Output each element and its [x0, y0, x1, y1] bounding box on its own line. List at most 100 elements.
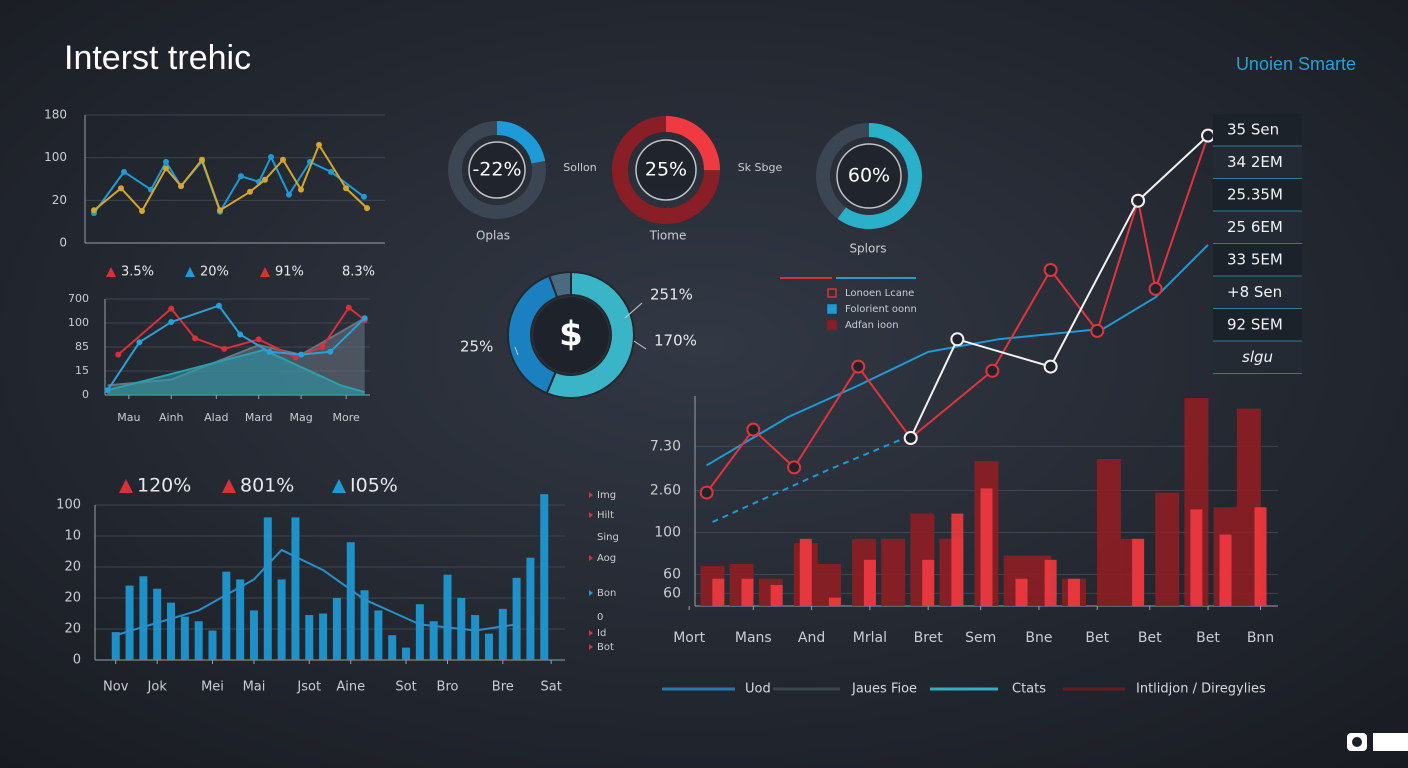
y-tick-label: 20: [64, 591, 81, 606]
point: [118, 185, 124, 192]
bar: [1132, 538, 1145, 606]
x-tick-label: Sem: [965, 630, 996, 646]
y-tick-label: 20: [64, 560, 81, 575]
badge-text: 801%: [240, 475, 294, 497]
badge-triangle: [332, 479, 346, 493]
point: [950, 332, 965, 347]
bar: [922, 559, 935, 606]
x-tick-label: Mag: [289, 411, 312, 424]
y-tick-label: 0: [82, 388, 89, 401]
table-row: [1213, 114, 1302, 146]
legend-label: Ctats: [1012, 682, 1046, 697]
x-tick-label: More: [333, 411, 361, 424]
y-tick-label: 100: [56, 498, 81, 513]
bar: [153, 588, 162, 660]
point: [361, 193, 367, 200]
area-fill: [107, 349, 365, 395]
x-tick-label: Bro: [437, 680, 459, 695]
donut-inner-ring: [468, 141, 526, 199]
series-line: [706, 244, 1209, 467]
legend-label: Intlidjon / Diregylies: [1136, 682, 1266, 697]
bar: [346, 542, 355, 660]
bar: [249, 610, 258, 660]
legend-label: Folorient oonn: [845, 304, 917, 315]
donut-side-label: Sk Sbge: [738, 161, 783, 174]
x-tick-label: Mai: [243, 680, 266, 695]
point: [91, 207, 97, 214]
pie-label: 170%: [654, 332, 697, 350]
point: [851, 359, 866, 374]
bar: [951, 513, 964, 606]
bar: [429, 621, 438, 660]
point: [178, 183, 184, 190]
point: [1131, 193, 1146, 208]
bar: [194, 621, 203, 660]
table-row: [1213, 309, 1302, 341]
pie-segment: [547, 270, 572, 299]
point: [215, 302, 222, 309]
bar: [319, 613, 328, 660]
table-row: [1213, 276, 1302, 309]
side-label: Aog: [597, 553, 616, 564]
y-tick-label: 20: [64, 622, 81, 637]
donut-arc: [612, 116, 720, 224]
point: [327, 348, 334, 355]
x-tick-label: Mau: [117, 411, 140, 424]
bar: [1096, 459, 1121, 606]
table-cell: +8 Sen: [1227, 283, 1282, 301]
series-line: [115, 548, 517, 637]
x-tick-label: Sot: [395, 680, 416, 695]
brand: Unoien Smarte: [1236, 54, 1356, 74]
legend-label: Uod: [745, 682, 771, 697]
bar: [828, 597, 841, 606]
x-tick-label: Mort: [673, 630, 705, 646]
bar: [1254, 507, 1267, 606]
badge-text: 20%: [200, 265, 229, 280]
point: [316, 141, 322, 148]
bar: [741, 578, 754, 606]
point: [1043, 359, 1058, 374]
point: [168, 319, 175, 326]
side-label: Sing: [597, 532, 619, 543]
bar: [526, 557, 535, 660]
bar: [540, 494, 549, 660]
point: [121, 168, 127, 175]
x-tick-label: Sat: [541, 680, 562, 695]
y-tick-label: 0: [59, 236, 67, 250]
donut-side-label: Sollon: [563, 161, 597, 174]
point: [104, 387, 111, 394]
x-tick-label: And: [798, 630, 825, 646]
point: [280, 156, 286, 163]
y-tick-label: 10: [64, 529, 81, 544]
x-tick-label: Bne: [1025, 630, 1052, 646]
x-tick-label: Jok: [147, 680, 168, 695]
table-cell: slgu: [1242, 348, 1273, 366]
point: [163, 165, 169, 172]
bar: [402, 647, 411, 660]
bar: [360, 590, 369, 660]
badge-text: 120%: [137, 475, 191, 497]
point: [345, 304, 352, 311]
table-row: [1213, 211, 1302, 244]
table-cell: 34 2EM: [1227, 153, 1283, 171]
donut-inner-ring: [635, 139, 697, 201]
series-line: [712, 437, 906, 523]
point: [238, 173, 244, 180]
bar: [291, 517, 300, 660]
bar: [180, 616, 189, 660]
x-tick-label: Alad: [204, 411, 228, 424]
pie-label: 25%: [460, 338, 493, 356]
side-label: Img: [597, 490, 616, 501]
pie-center: [533, 297, 609, 373]
x-tick-label: Bret: [914, 630, 944, 646]
bar: [471, 615, 480, 660]
bar: [1015, 578, 1028, 606]
bar: [388, 635, 397, 660]
y-tick-label: 100: [654, 525, 681, 541]
table-row: [1213, 244, 1302, 276]
leader-line: [633, 340, 647, 350]
pie-segment: [545, 270, 635, 399]
point: [247, 188, 253, 195]
side-marker: [589, 644, 593, 650]
